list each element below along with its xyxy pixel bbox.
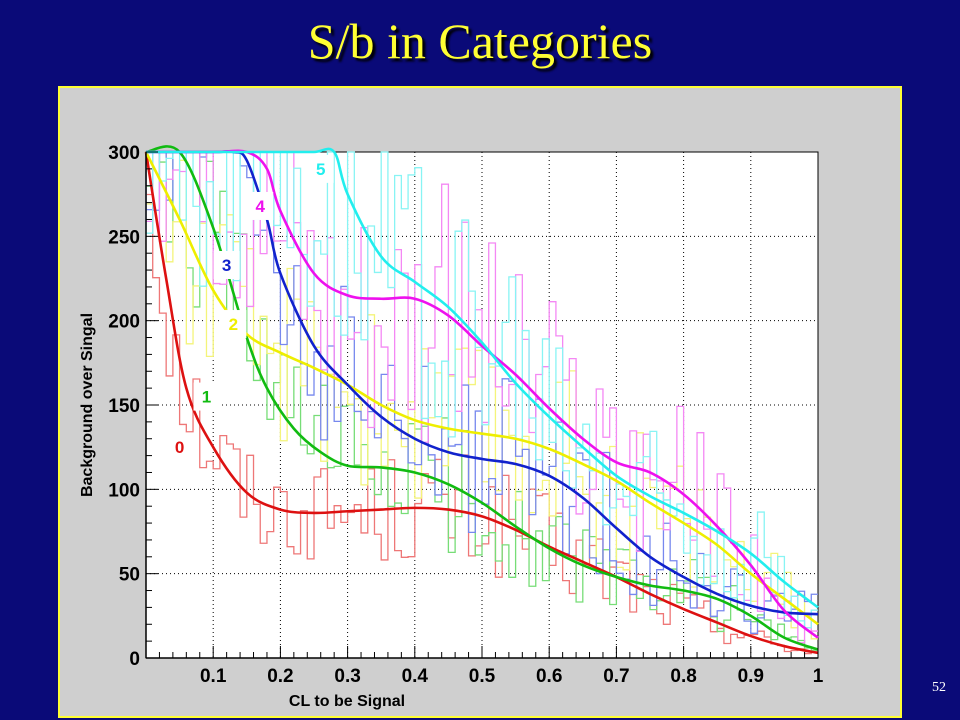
y-tick-label: 300: [108, 143, 140, 164]
chart-canvas: 0.1 0.2 0.3 0.4 0.5 0.6 0.7 0.8 0.9 1 0 50 100 150 200…: [58, 86, 902, 718]
category-label-4: 4: [256, 197, 266, 216]
y-axis-title: Background over Singal: [79, 313, 96, 497]
y-tick-label: 100: [108, 480, 140, 501]
x-tick-label: 0.7: [603, 666, 629, 687]
y-tick-label: 200: [108, 312, 140, 333]
category-label-2: 2: [229, 315, 238, 334]
category-label-box-5: [307, 154, 334, 183]
category-label-box-3: [213, 251, 240, 280]
page-number: 52: [932, 680, 946, 695]
category-label-3: 3: [222, 256, 231, 275]
curve-series-4: [145, 149, 819, 639]
curve-layer: [144, 145, 819, 655]
category-label-5: 5: [316, 160, 325, 179]
category-label-box-1: [193, 382, 220, 411]
axes-layer: 0.1 0.2 0.3 0.4 0.5 0.6 0.7 0.8 0.9 1050100150200…: [108, 143, 823, 687]
chart-svg: 0.1 0.2 0.3 0.4 0.5 0.6 0.7 0.8 0.9 1050100150200…: [79, 143, 824, 710]
x-tick-label: 0.2: [267, 666, 293, 687]
x-tick-label: 0.1: [200, 666, 227, 687]
x-axis-title: CL to be Signal: [289, 693, 405, 710]
x-tick-label: 0.3: [334, 666, 360, 687]
x-tick-label: 1: [813, 666, 824, 687]
slide-title: S/b in Categories: [307, 13, 653, 69]
category-label-1: 1: [202, 388, 211, 407]
y-tick-label: 250: [108, 227, 140, 248]
category-label-box-4: [247, 191, 274, 220]
category-labels: 0 1 2 3 4 5: [166, 154, 334, 462]
curve-series-5: [145, 147, 819, 609]
x-tick-label: 0.8: [670, 666, 696, 687]
y-tick-label: 0: [129, 649, 140, 670]
curve-series-2: [144, 151, 819, 626]
histogram-series-3: [145, 151, 818, 634]
curve-series-0: [144, 151, 819, 655]
curve-series-3: [145, 150, 819, 616]
x-tick-label: 0.6: [536, 666, 562, 687]
x-tick-label: 0.4: [402, 666, 429, 687]
x-tick-label: 0.9: [738, 666, 764, 687]
curve-series-1: [145, 145, 819, 651]
y-tick-label: 50: [119, 565, 140, 586]
x-tick-label: 0.5: [469, 666, 496, 687]
category-label-box-2: [220, 310, 247, 339]
category-label-box-0: [166, 433, 193, 462]
category-label-0: 0: [175, 438, 184, 457]
y-tick-label: 150: [108, 396, 140, 417]
